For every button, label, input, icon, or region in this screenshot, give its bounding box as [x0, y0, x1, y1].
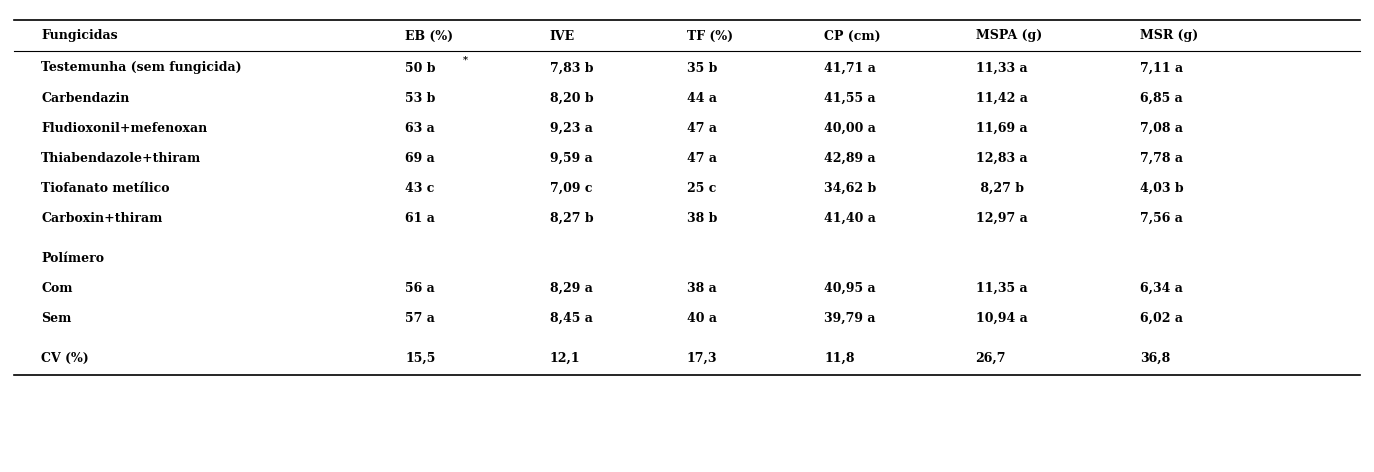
Text: 15,5: 15,5: [405, 352, 436, 364]
Text: 9,59 a: 9,59 a: [550, 152, 592, 165]
Text: 7,78 a: 7,78 a: [1140, 152, 1183, 165]
Text: 47 a: 47 a: [687, 152, 717, 165]
Text: 9,23 a: 9,23 a: [550, 121, 592, 135]
Text: 11,69 a: 11,69 a: [976, 121, 1028, 135]
Text: 7,09 c: 7,09 c: [550, 182, 592, 194]
Text: 12,83 a: 12,83 a: [976, 152, 1028, 165]
Text: 10,94 a: 10,94 a: [976, 312, 1028, 325]
Text: 42,89 a: 42,89 a: [824, 152, 877, 165]
Text: 4,03 b: 4,03 b: [1140, 182, 1184, 194]
Text: Fludioxonil+mefenoxan: Fludioxonil+mefenoxan: [41, 121, 207, 135]
Text: 38 b: 38 b: [687, 211, 717, 225]
Text: Tiofanato metílico: Tiofanato metílico: [41, 182, 170, 194]
Text: 7,56 a: 7,56 a: [1140, 211, 1183, 225]
Text: 38 a: 38 a: [687, 281, 717, 295]
Text: 11,35 a: 11,35 a: [976, 281, 1028, 295]
Text: Fungicidas: Fungicidas: [41, 29, 118, 42]
Text: EB (%): EB (%): [405, 29, 453, 42]
Text: 7,83 b: 7,83 b: [550, 61, 594, 75]
Text: Carboxin+thiram: Carboxin+thiram: [41, 211, 162, 225]
Text: Polímero: Polímero: [41, 252, 104, 264]
Text: 8,27 b: 8,27 b: [550, 211, 594, 225]
Text: 11,8: 11,8: [824, 352, 855, 364]
Text: 40,95 a: 40,95 a: [824, 281, 877, 295]
Text: *: *: [463, 56, 469, 65]
Text: 56 a: 56 a: [405, 281, 436, 295]
Text: 47 a: 47 a: [687, 121, 717, 135]
Text: 8,27 b: 8,27 b: [976, 182, 1024, 194]
Text: 7,08 a: 7,08 a: [1140, 121, 1183, 135]
Text: CV (%): CV (%): [41, 352, 89, 364]
Text: 39,79 a: 39,79 a: [824, 312, 875, 325]
Text: Sem: Sem: [41, 312, 71, 325]
Text: 63 a: 63 a: [405, 121, 436, 135]
Text: MSPA (g): MSPA (g): [976, 29, 1041, 42]
Text: MSR (g): MSR (g): [1140, 29, 1198, 42]
Text: 17,3: 17,3: [687, 352, 717, 364]
Text: 8,29 a: 8,29 a: [550, 281, 592, 295]
Text: 43 c: 43 c: [405, 182, 434, 194]
Text: 6,02 a: 6,02 a: [1140, 312, 1183, 325]
Text: Testemunha (sem fungicida): Testemunha (sem fungicida): [41, 61, 242, 75]
Text: 8,20 b: 8,20 b: [550, 92, 594, 104]
Text: 35 b: 35 b: [687, 61, 717, 75]
Text: 12,97 a: 12,97 a: [976, 211, 1028, 225]
Text: 34,62 b: 34,62 b: [824, 182, 877, 194]
Text: Com: Com: [41, 281, 73, 295]
Text: 44 a: 44 a: [687, 92, 717, 104]
Text: 7,11 a: 7,11 a: [1140, 61, 1183, 75]
Text: 61 a: 61 a: [405, 211, 436, 225]
Text: 41,55 a: 41,55 a: [824, 92, 877, 104]
Text: 41,71 a: 41,71 a: [824, 61, 877, 75]
Text: 36,8: 36,8: [1140, 352, 1171, 364]
Text: 40 a: 40 a: [687, 312, 717, 325]
Text: 53 b: 53 b: [405, 92, 436, 104]
Text: 50 b: 50 b: [405, 61, 436, 75]
Text: IVE: IVE: [550, 29, 574, 42]
Text: 11,33 a: 11,33 a: [976, 61, 1028, 75]
Text: 57 a: 57 a: [405, 312, 436, 325]
Text: 40,00 a: 40,00 a: [824, 121, 877, 135]
Text: 41,40 a: 41,40 a: [824, 211, 877, 225]
Text: 12,1: 12,1: [550, 352, 580, 364]
Text: 6,34 a: 6,34 a: [1140, 281, 1183, 295]
Text: 69 a: 69 a: [405, 152, 436, 165]
Text: 26,7: 26,7: [976, 352, 1006, 364]
Text: CP (cm): CP (cm): [824, 29, 881, 42]
Text: TF (%): TF (%): [687, 29, 734, 42]
Text: 6,85 a: 6,85 a: [1140, 92, 1183, 104]
Text: 11,42 a: 11,42 a: [976, 92, 1028, 104]
Text: Carbendazin: Carbendazin: [41, 92, 129, 104]
Text: 25 c: 25 c: [687, 182, 716, 194]
Text: 8,45 a: 8,45 a: [550, 312, 592, 325]
Text: Thiabendazole+thiram: Thiabendazole+thiram: [41, 152, 202, 165]
